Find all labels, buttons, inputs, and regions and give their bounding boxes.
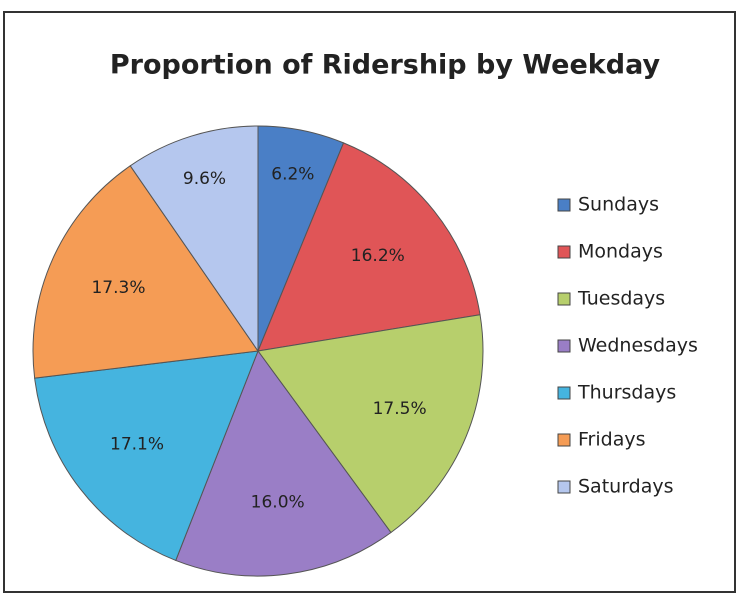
legend-label: Sundays bbox=[578, 194, 659, 216]
pie-slice bbox=[257, 314, 484, 534]
legend-swatch bbox=[557, 339, 571, 353]
data-label: 16.0% bbox=[251, 493, 305, 513]
legend-label: Saturdays bbox=[578, 476, 674, 498]
chart-title: Proportion of Ridership by Weekday bbox=[110, 50, 661, 81]
legend-swatch bbox=[557, 386, 571, 400]
legend-swatch bbox=[557, 292, 571, 306]
data-label: 9.6% bbox=[183, 169, 226, 189]
legend-label: Thursdays bbox=[577, 382, 676, 404]
pie-slice bbox=[129, 125, 259, 353]
legend-swatch bbox=[557, 198, 571, 212]
data-label: 17.1% bbox=[110, 435, 164, 455]
legend-swatch bbox=[557, 433, 571, 447]
pie-slice bbox=[32, 165, 259, 379]
legend-label: Tuesdays bbox=[577, 288, 665, 310]
data-label: 16.2% bbox=[351, 246, 405, 266]
data-label: 17.5% bbox=[373, 399, 427, 419]
pie-slice bbox=[34, 350, 259, 562]
legend-label: Wednesdays bbox=[578, 335, 698, 357]
data-label: 6.2% bbox=[271, 164, 314, 184]
legend-label: Mondays bbox=[578, 241, 663, 263]
legend-label: Fridays bbox=[578, 429, 645, 451]
legend-swatch bbox=[557, 245, 571, 259]
pie-slice bbox=[175, 349, 392, 577]
legend-swatch bbox=[557, 480, 571, 494]
pie-slice bbox=[257, 142, 481, 352]
data-label: 17.3% bbox=[91, 278, 145, 298]
